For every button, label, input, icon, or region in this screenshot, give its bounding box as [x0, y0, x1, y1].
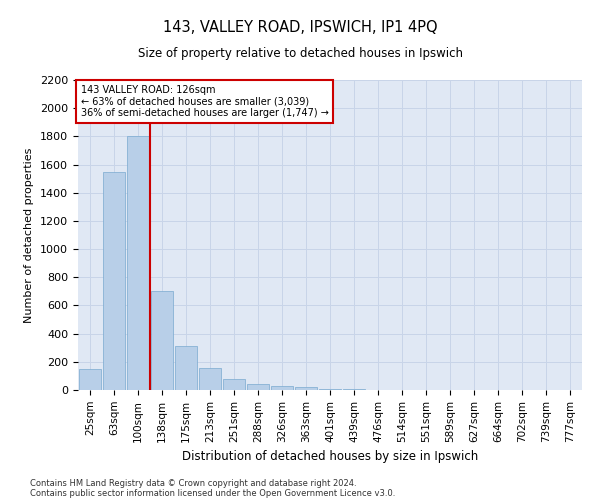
Text: Contains HM Land Registry data © Crown copyright and database right 2024.: Contains HM Land Registry data © Crown c… — [30, 478, 356, 488]
Bar — [247, 384, 269, 390]
Bar — [175, 346, 197, 390]
Bar — [295, 387, 317, 390]
Bar — [319, 388, 341, 390]
Bar — [223, 378, 245, 390]
Y-axis label: Number of detached properties: Number of detached properties — [25, 148, 34, 322]
Bar — [79, 369, 101, 390]
Text: 143 VALLEY ROAD: 126sqm
← 63% of detached houses are smaller (3,039)
36% of semi: 143 VALLEY ROAD: 126sqm ← 63% of detache… — [80, 84, 328, 118]
Bar — [103, 172, 125, 390]
Bar — [151, 292, 173, 390]
X-axis label: Distribution of detached houses by size in Ipswich: Distribution of detached houses by size … — [182, 450, 478, 463]
Bar — [127, 136, 149, 390]
Text: Size of property relative to detached houses in Ipswich: Size of property relative to detached ho… — [137, 48, 463, 60]
Text: Contains public sector information licensed under the Open Government Licence v3: Contains public sector information licen… — [30, 488, 395, 498]
Text: 143, VALLEY ROAD, IPSWICH, IP1 4PQ: 143, VALLEY ROAD, IPSWICH, IP1 4PQ — [163, 20, 437, 35]
Bar — [199, 368, 221, 390]
Bar — [271, 386, 293, 390]
